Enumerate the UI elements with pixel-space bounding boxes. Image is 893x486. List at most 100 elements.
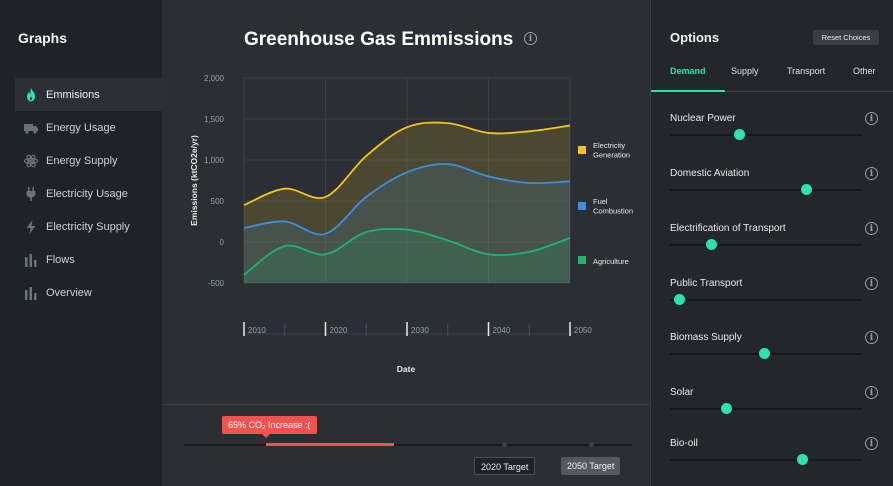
truck-icon (21, 119, 41, 137)
slider-label: Domestic Aviation (670, 168, 750, 179)
main-panel: Greenhouse Gas Emmissions i 2,000 1,500 1,… (162, 0, 650, 486)
slider-label: Biomass Supply (670, 332, 742, 343)
slider-row: Bio-oil i (670, 437, 878, 465)
tab-transport[interactable]: Transport (787, 66, 826, 76)
slider-thumb[interactable] (720, 403, 732, 414)
sidebar-nav: Emmisions Energy Usage Energy Supply Ele… (15, 78, 162, 309)
target-2050-badge[interactable]: 2050 Target (561, 457, 621, 475)
slider-track[interactable] (670, 244, 862, 246)
divider (162, 404, 650, 405)
legend-label: Fuel Combustion (593, 197, 633, 216)
options-panel: Options Reset Choices Demand Supply Tran… (650, 0, 893, 486)
slider-track[interactable] (670, 189, 862, 191)
emissions-chart: 2,000 1,500 1,000 500 0 -500 2010 2020 2030 2040 2… (189, 74, 633, 374)
info-icon[interactable]: i (865, 222, 878, 235)
sidebar-item-label: Energy Usage (46, 121, 116, 134)
tab-demand[interactable]: Demand (670, 66, 706, 76)
sidebar: Graphs Emmisions Energy Usage Energy Sup… (0, 0, 162, 486)
info-icon[interactable]: i (524, 32, 537, 45)
series-line (243, 163, 571, 236)
sidebar-item-label: Flows (46, 253, 75, 266)
active-tab-indicator (651, 90, 725, 92)
sidebar-item-electricity-usage[interactable]: Electricity Usage (15, 177, 162, 210)
slider-thumb[interactable] (759, 348, 771, 359)
page-title: Greenhouse Gas Emmissions (244, 29, 514, 50)
sidebar-item-emmisions[interactable]: Emmisions (15, 78, 162, 111)
slider-label: Solar (670, 387, 694, 398)
slider-row: Public Transport i (670, 277, 878, 305)
slider-track[interactable] (670, 299, 862, 301)
timeline-progress (266, 443, 394, 446)
lightning-icon (21, 218, 41, 236)
slider-track[interactable] (670, 459, 862, 461)
sidebar-item-electricity-supply[interactable]: Electricity Supply (15, 210, 162, 243)
sidebar-item-label: Overview (46, 286, 92, 299)
plug-icon (21, 185, 41, 203)
y-axis-label: Emissions (ktCO2e/yr) (189, 135, 199, 226)
slider-row: Electrification of Transport i (670, 222, 878, 250)
info-icon[interactable]: i (865, 437, 878, 450)
y-tick-label: 500 (211, 197, 225, 206)
sidebar-item-label: Electricity Usage (46, 187, 128, 200)
legend-swatch (578, 202, 586, 210)
y-tick-label: -500 (208, 279, 225, 288)
slider-row: Domestic Aviation i (670, 167, 878, 195)
options-tabs: Demand Supply Transport Other (651, 58, 893, 92)
info-icon[interactable]: i (865, 167, 878, 180)
legend-swatch (578, 146, 586, 154)
sidebar-title: Graphs (18, 30, 68, 46)
atom-icon (21, 152, 41, 170)
timeline-marker-2050[interactable] (589, 442, 594, 447)
slider-thumb[interactable] (797, 454, 809, 465)
timeline-track[interactable] (184, 444, 632, 446)
legend-label: Agriculture (593, 257, 629, 266)
target-2020-badge[interactable]: 2020 Target (474, 457, 536, 475)
options-title: Options (670, 30, 720, 45)
y-tick-label: 1,000 (204, 156, 225, 165)
slider-thumb[interactable] (801, 184, 813, 195)
flame-icon (21, 86, 41, 104)
series-line (243, 227, 571, 276)
sidebar-item-energy-usage[interactable]: Energy Usage (15, 111, 162, 144)
y-tick-label: 2,000 (204, 74, 225, 83)
x-tick-label: 2010 (248, 326, 266, 335)
info-icon[interactable]: i (865, 112, 878, 125)
y-tick-label: 0 (220, 238, 225, 247)
info-icon[interactable]: i (865, 386, 878, 399)
x-tick-label: 2020 (330, 326, 348, 335)
legend-swatch (578, 256, 586, 264)
series-area (244, 228, 570, 283)
slider-thumb[interactable] (673, 294, 685, 305)
series-area (244, 164, 570, 283)
sidebar-item-flows[interactable]: Flows (15, 243, 162, 276)
sidebar-item-label: Electricity Supply (46, 220, 130, 233)
slider-label: Public Transport (670, 278, 743, 289)
sidebar-item-label: Emmisions (46, 88, 100, 101)
tab-supply[interactable]: Supply (731, 66, 759, 76)
slider-track[interactable] (670, 408, 862, 410)
bars-icon (21, 284, 41, 302)
reset-choices-button[interactable]: Reset Choices (813, 30, 879, 45)
slider-thumb[interactable] (706, 239, 718, 250)
sidebar-item-label: Energy Supply (46, 154, 118, 167)
legend-label: Electricity Generation (593, 141, 630, 160)
slider-label: Electrification of Transport (670, 223, 786, 234)
sidebar-item-overview[interactable]: Overview (15, 276, 162, 309)
slider-thumb[interactable] (733, 129, 745, 140)
slider-label: Nuclear Power (670, 113, 736, 124)
x-axis-label: Date (397, 364, 416, 374)
increase-tooltip: 65% CO₂ Increase :( (222, 416, 317, 438)
timeline-marker-2020[interactable] (502, 442, 507, 447)
x-tick-label: 2050 (574, 326, 592, 335)
x-tick-label: 2040 (493, 326, 511, 335)
slider-track[interactable] (670, 134, 862, 136)
sidebar-item-energy-supply[interactable]: Energy Supply (15, 144, 162, 177)
info-icon[interactable]: i (865, 277, 878, 290)
series-line (243, 121, 571, 206)
slider-row: Solar i (670, 386, 878, 414)
series-area (244, 122, 570, 283)
slider-label: Bio-oil (670, 438, 698, 449)
bars-icon (21, 251, 41, 269)
tab-other[interactable]: Other (853, 66, 876, 76)
info-icon[interactable]: i (865, 331, 878, 344)
